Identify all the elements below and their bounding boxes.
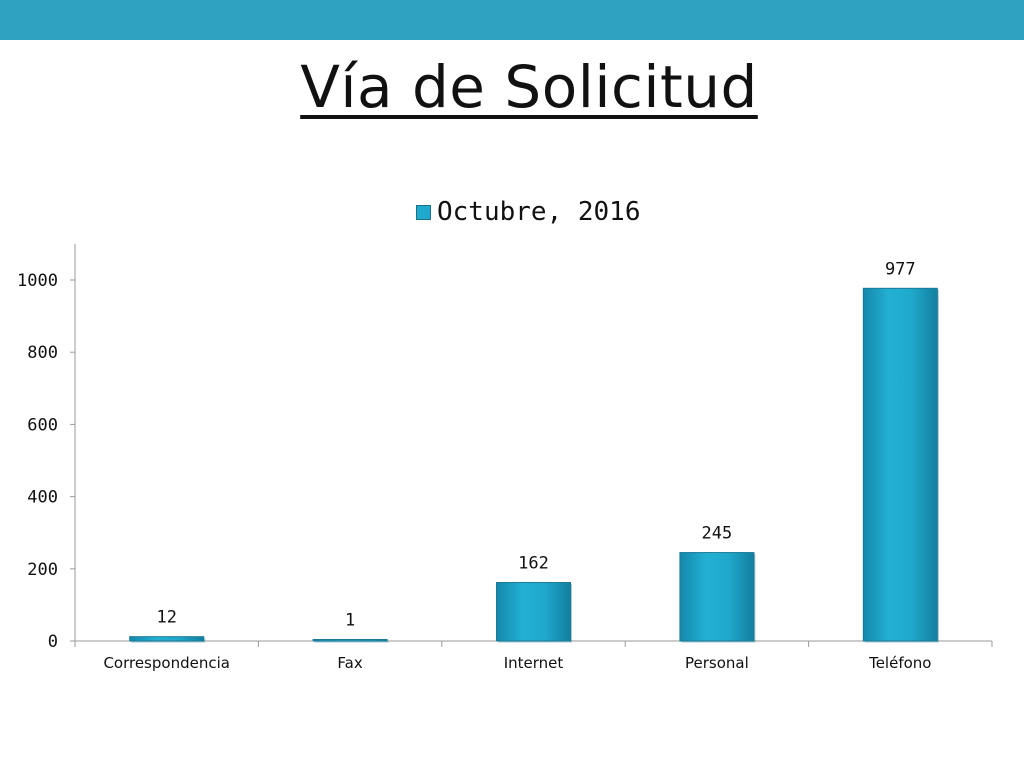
x-tick-label: Personal (685, 654, 749, 672)
page-title: Vía de Solicitud (300, 53, 758, 121)
y-tick-label: 200 (27, 560, 58, 580)
data-label: 245 (702, 524, 733, 544)
data-label: 977 (885, 259, 916, 279)
data-label: 162 (518, 554, 549, 574)
y-tick-label: 1000 (17, 271, 58, 291)
data-label: 1 (345, 611, 355, 631)
y-tick-label: 400 (27, 488, 58, 508)
bar-correspondencia (129, 636, 205, 642)
x-tick-label: Internet (504, 654, 564, 672)
legend-swatch (416, 204, 431, 220)
top-band (0, 0, 1024, 40)
y-tick-label: 600 (27, 415, 58, 435)
bar-shadow (314, 641, 389, 643)
x-tick-label: Fax (337, 654, 362, 672)
x-tick-label: Teléfono (868, 654, 931, 672)
bar-teléfono (862, 287, 938, 642)
y-tick-label: 800 (27, 343, 58, 363)
x-tick-label: Correspondencia (103, 654, 230, 672)
legend: Octubre, 2016 (416, 196, 641, 228)
y-tick-label: 0 (48, 632, 58, 652)
legend-label: Octubre, 2016 (437, 197, 641, 227)
data-label: 12 (156, 608, 176, 628)
bar-fax (312, 639, 388, 642)
bar-internet (496, 582, 571, 642)
bar-personal (679, 552, 755, 642)
